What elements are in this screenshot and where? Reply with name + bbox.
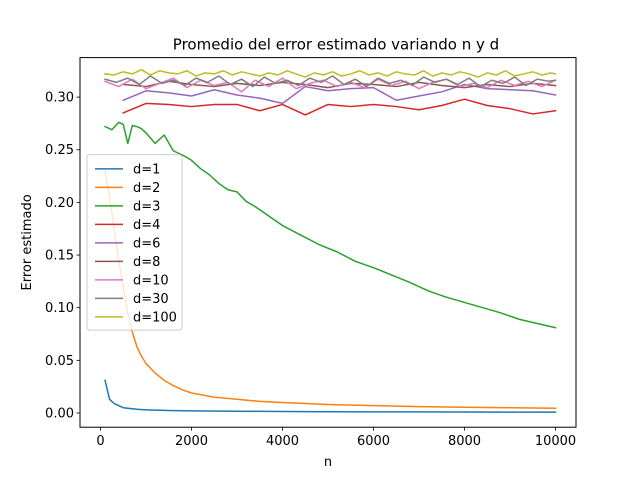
series-line-3: [104, 121, 557, 329]
legend-label: d=2: [133, 181, 160, 196]
x-tick-label: 10000: [535, 434, 576, 449]
series-line-8: [104, 75, 557, 88]
legend-label: d=8: [133, 255, 160, 270]
x-tick-label: 8000: [448, 434, 481, 449]
legend-label: d=30: [133, 292, 169, 307]
series-line-4: [122, 98, 557, 116]
series-line-1: [104, 379, 557, 413]
y-tick-label: 0.00: [45, 406, 74, 421]
series-line-9: [104, 68, 557, 78]
x-axis-label: n: [324, 455, 332, 470]
legend-label: d=100: [133, 310, 177, 325]
y-axis-label: Error estimado: [20, 194, 35, 290]
legend-label: d=10: [133, 273, 169, 288]
y-axis: 0.00 0.05 0.10 0.15 0.20 0.25 0.30: [45, 91, 80, 421]
legend-label: d=4: [133, 218, 160, 233]
legend-label: d=3: [133, 199, 160, 214]
legend-label: d=6: [133, 236, 160, 251]
y-tick-label: 0.30: [45, 91, 74, 106]
legend: d=1 d=2 d=3 d=4 d=6 d=8 d=10 d=30 d=100: [86, 154, 183, 331]
y-tick-label: 0.20: [45, 196, 74, 211]
y-tick-label: 0.25: [45, 143, 74, 158]
x-tick-label: 0: [96, 434, 104, 449]
plot-frame: [79, 57, 577, 428]
x-tick-label: 4000: [266, 434, 299, 449]
x-tick-label: 2000: [175, 434, 208, 449]
x-tick-label: 6000: [357, 434, 390, 449]
y-tick-label: 0.15: [45, 249, 74, 264]
series-line-5: [122, 83, 557, 105]
y-tick-label: 0.05: [45, 354, 74, 369]
legend-box: [86, 154, 183, 331]
chart-title: Promedio del error estimado variando n y…: [173, 36, 499, 54]
x-axis: 0 2000 4000 6000 8000 10000: [96, 427, 576, 449]
y-tick-label: 0.10: [45, 301, 74, 316]
legend-label: d=1: [133, 162, 160, 177]
